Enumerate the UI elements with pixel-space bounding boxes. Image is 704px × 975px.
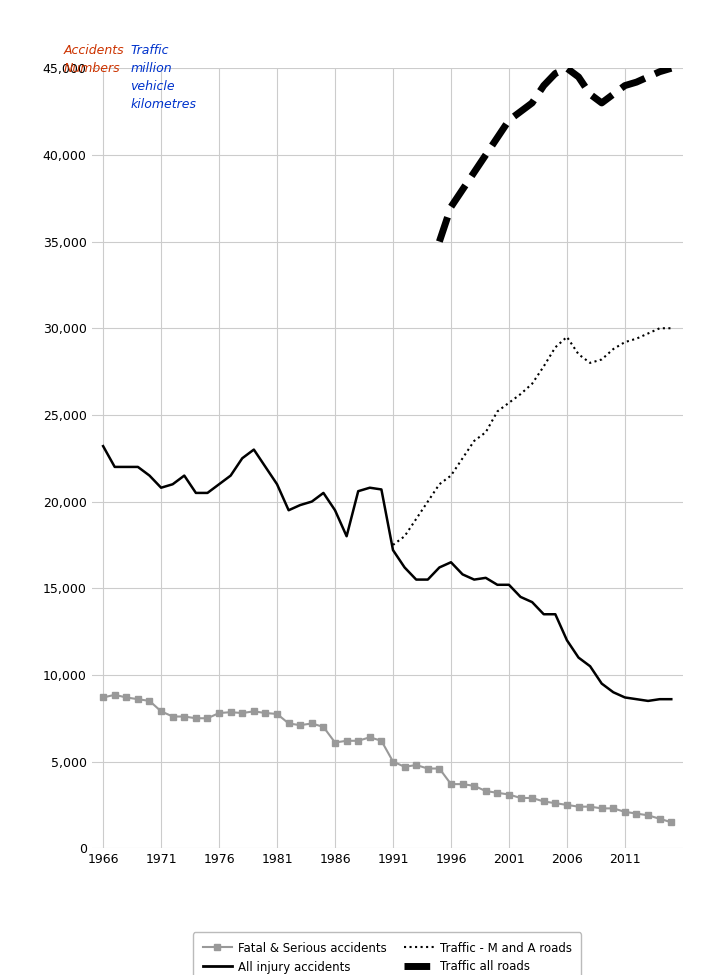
Legend: Fatal & Serious accidents, All injury accidents, Traffic - M and A roads, Traffi: Fatal & Serious accidents, All injury ac… — [193, 932, 582, 975]
Text: Accidents
Numbers: Accidents Numbers — [63, 44, 124, 75]
Text: Traffic
million
vehicle
kilometres: Traffic million vehicle kilometres — [130, 44, 196, 111]
